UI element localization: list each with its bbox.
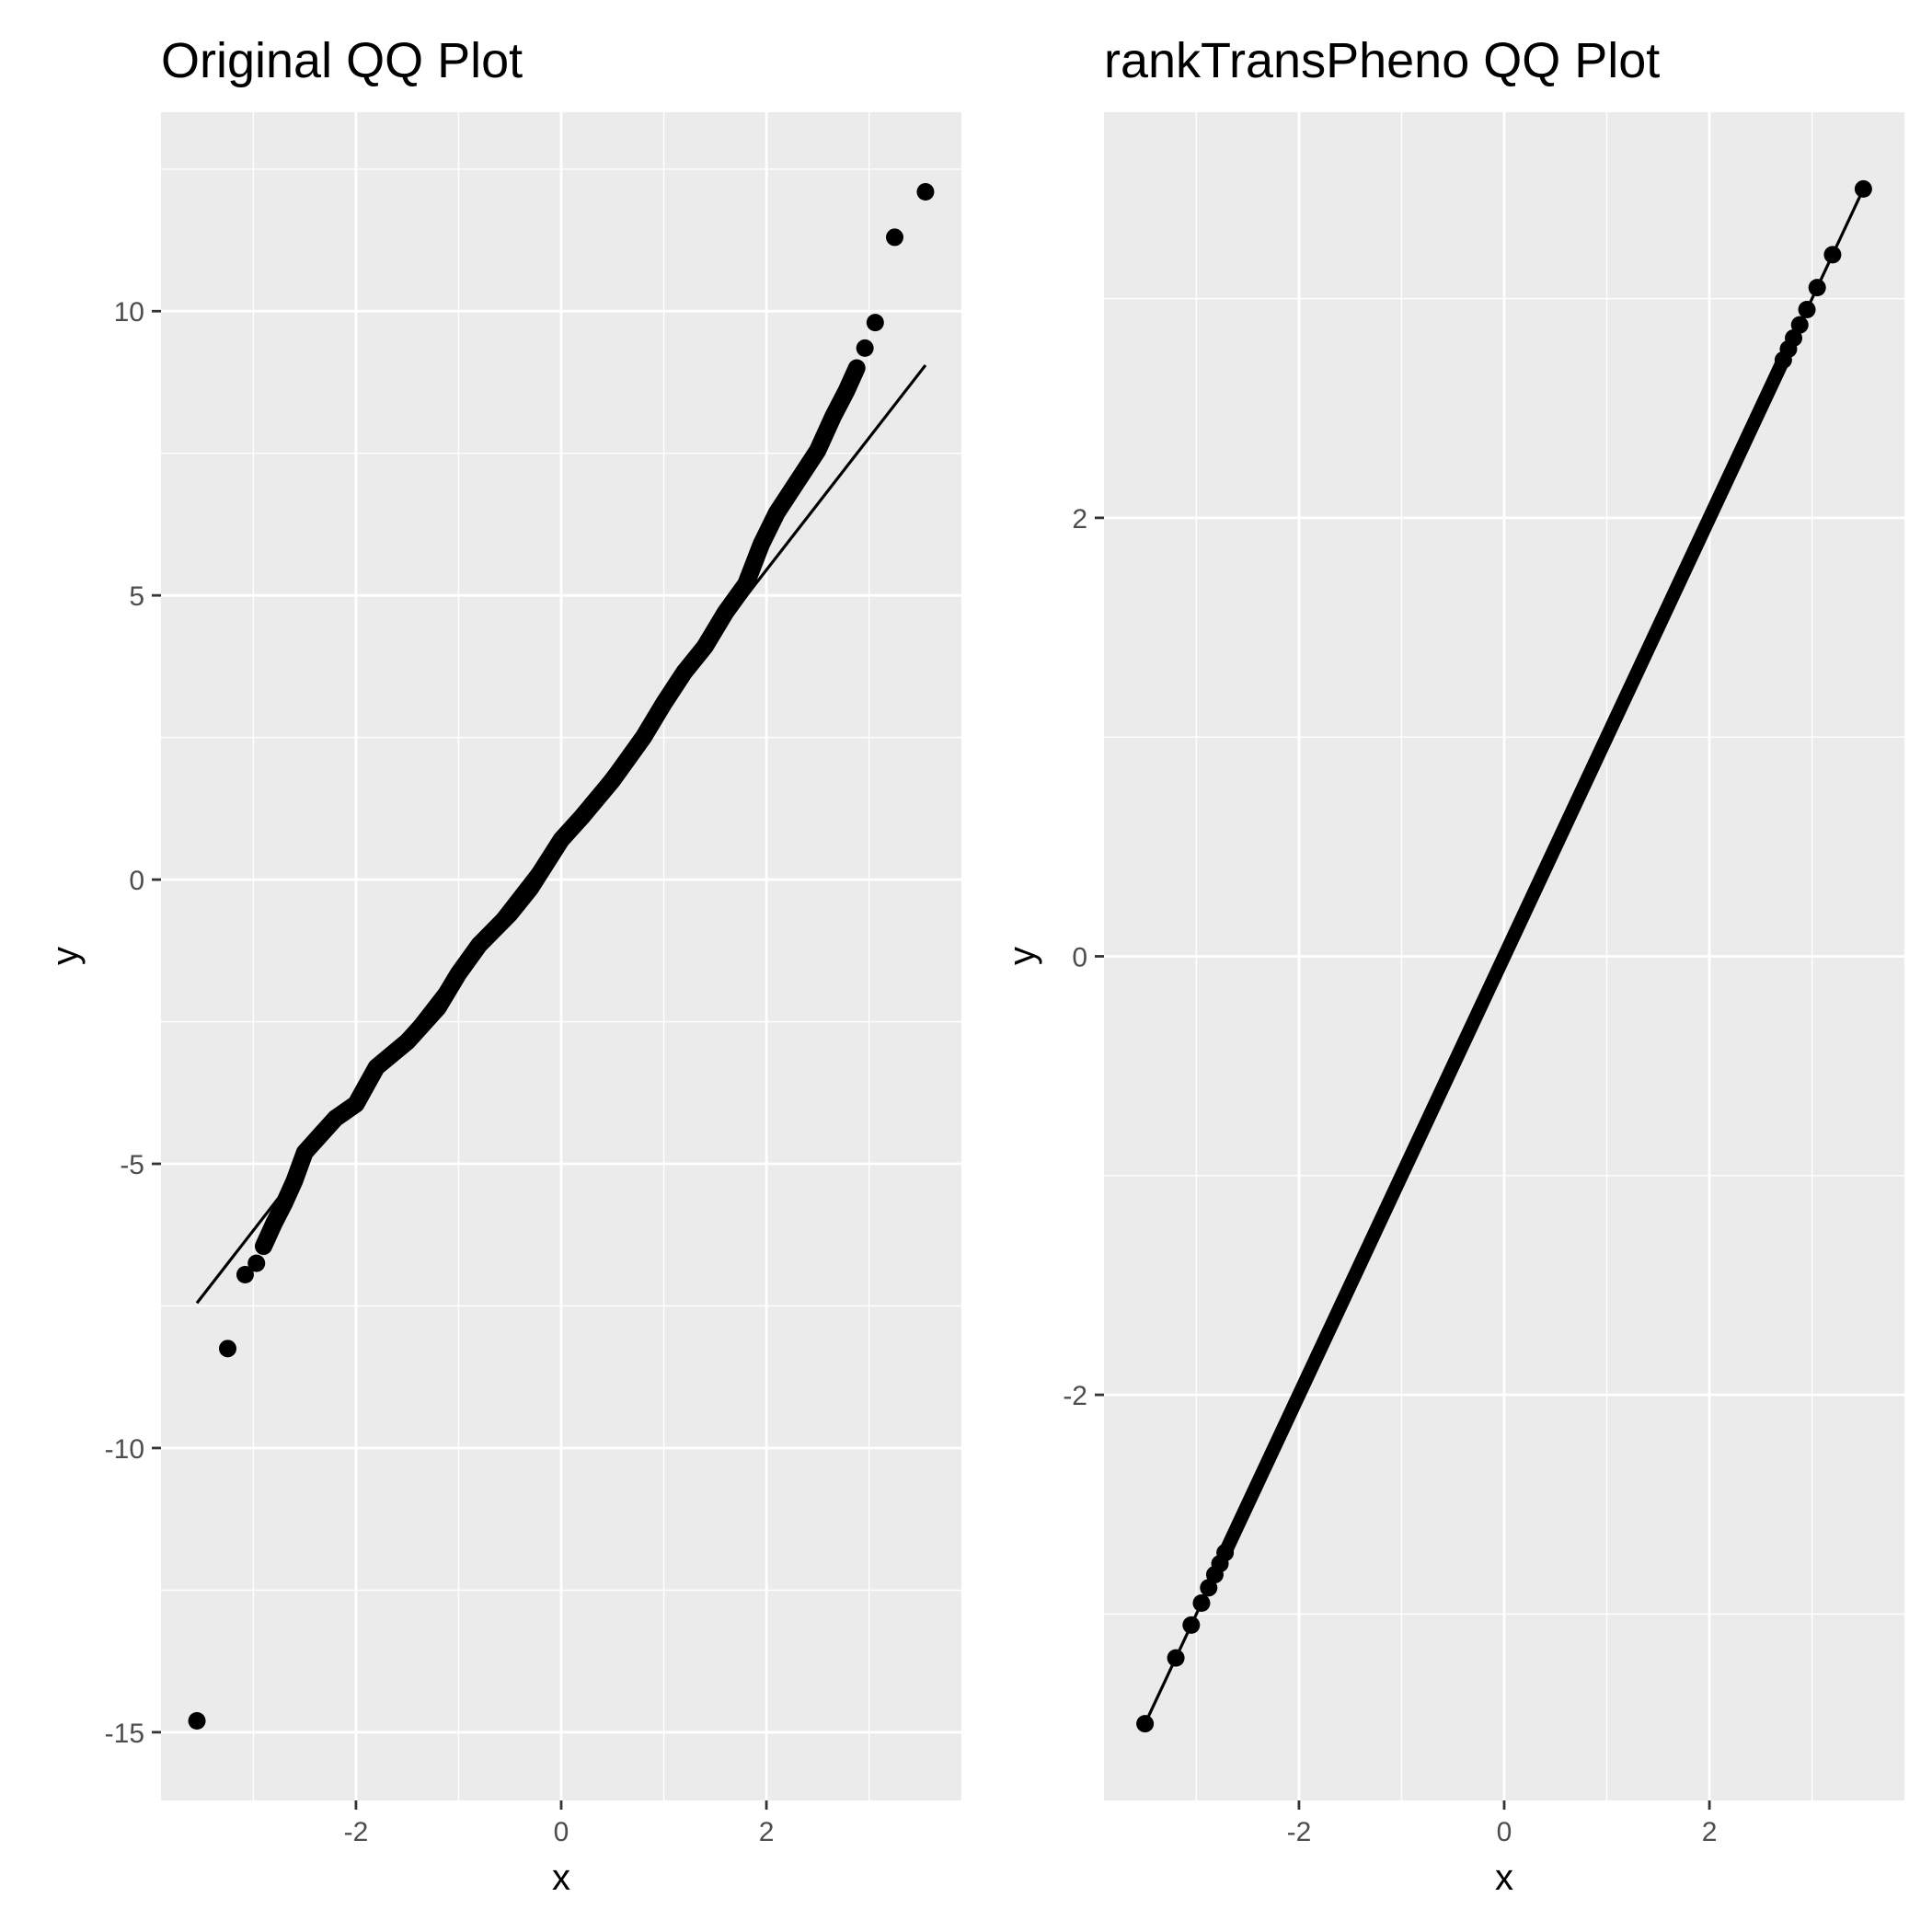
- data-points-dense-band: [255, 359, 866, 1256]
- data-point: [1167, 1649, 1185, 1667]
- data-point: [1790, 316, 1809, 334]
- y-tick-label: 0: [1072, 943, 1087, 973]
- data-point: [1136, 1715, 1155, 1733]
- y-axis-title: y: [1002, 947, 1042, 965]
- data-point: [856, 339, 874, 357]
- y-tick-label: 5: [129, 581, 144, 612]
- data-point: [1785, 328, 1803, 347]
- data-point: [1192, 1594, 1211, 1613]
- data-point: [188, 1712, 206, 1731]
- y-tick-label: -15: [105, 1719, 144, 1749]
- axis-ticks: -2 0 2 -15 -10 -5 0 5 10: [105, 297, 775, 1847]
- x-tick-label: 2: [759, 1817, 775, 1847]
- data-point: [866, 314, 884, 332]
- axis-ticks: -2 0 2 -2 0 2: [1063, 504, 1717, 1847]
- panel-title: rankTransPheno QQ Plot: [1104, 33, 1660, 88]
- x-axis-title: x: [1495, 1857, 1513, 1898]
- data-point: [916, 182, 935, 201]
- panel-ranktranspheno-qq: -2 0 2 -2 0 2 rankTransPheno QQ Plot x y: [1002, 33, 1904, 1898]
- x-tick-label: -2: [1287, 1817, 1312, 1847]
- data-point: [236, 1265, 254, 1283]
- data-points-dense-band: [1220, 357, 1788, 1556]
- data-point: [1216, 1544, 1235, 1562]
- data-point: [1182, 1616, 1201, 1634]
- data-point: [219, 1340, 236, 1358]
- data-point: [1200, 1579, 1218, 1597]
- gridlines: [161, 112, 961, 1800]
- x-axis-title: x: [552, 1857, 570, 1898]
- data-point: [1823, 246, 1842, 264]
- y-axis-title: y: [45, 947, 86, 965]
- y-tick-label: 10: [114, 297, 144, 328]
- data-point: [886, 228, 903, 247]
- data-point: [1854, 179, 1872, 198]
- panel-title: Original QQ Plot: [161, 33, 523, 88]
- y-tick-label: -5: [120, 1150, 144, 1180]
- x-tick-label: -2: [344, 1817, 369, 1847]
- data-marks: [188, 182, 935, 1731]
- y-tick-label: 2: [1072, 504, 1087, 535]
- y-tick-label: -10: [105, 1434, 144, 1465]
- data-marks: [1136, 179, 1872, 1733]
- y-tick-label: 0: [129, 866, 144, 896]
- x-tick-label: 0: [554, 1817, 569, 1847]
- x-tick-label: 0: [1497, 1817, 1512, 1847]
- panel-original-qq: -2 0 2 -15 -10 -5 0 5 10 Original QQ Plot x y: [45, 33, 961, 1898]
- x-tick-label: 2: [1702, 1817, 1718, 1847]
- y-tick-label: -2: [1063, 1381, 1087, 1411]
- data-point: [1798, 300, 1816, 318]
- data-point: [247, 1254, 266, 1272]
- data-point: [1808, 279, 1826, 297]
